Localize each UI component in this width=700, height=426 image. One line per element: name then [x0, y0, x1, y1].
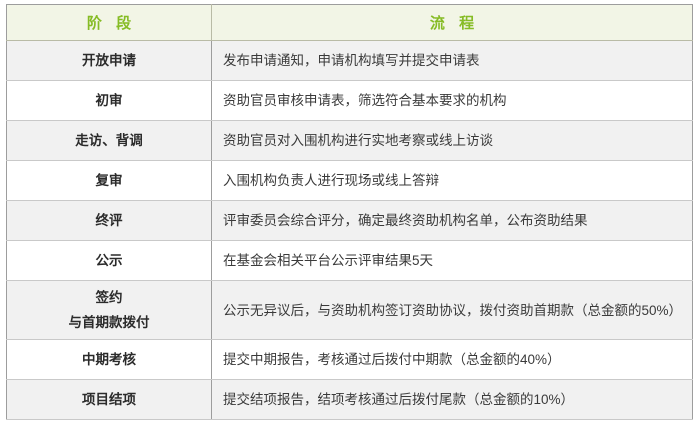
table-row: 终评 评审委员会综合评分，确定最终资助机构名单，公布资助结果 — [6, 200, 693, 241]
stage-label: 项目结项 — [82, 392, 136, 407]
cell-process: 资助官员审核申请表，筛选符合基本要求的机构 — [211, 80, 693, 121]
table-row: 公示 在基金会相关平台公示评审结果5天 — [6, 240, 693, 281]
cell-stage: 中期考核 — [6, 339, 212, 380]
stage-label: 复审 — [95, 173, 123, 188]
table-row: 初审 资助官员审核申请表，筛选符合基本要求的机构 — [6, 80, 693, 121]
stage-label: 终评 — [95, 213, 123, 228]
cell-process: 发布申请通知，申请机构填写并提交申请表 — [211, 40, 693, 81]
cell-stage: 复审 — [6, 160, 212, 201]
stage-label: 开放申请 — [82, 53, 136, 68]
table-row: 走访、背调 资助官员对入围机构进行实地考察或线上访谈 — [6, 120, 693, 161]
stage-label: 中期考核 — [82, 352, 136, 367]
table-body: 开放申请 发布申请通知，申请机构填写并提交申请表初审 资助官员审核申请表，筛选符合基… — [6, 40, 693, 420]
column-header-stage: 阶 段 — [6, 4, 212, 41]
cell-stage: 签约 与首期款拨付 — [6, 280, 212, 340]
cell-stage: 开放申请 — [6, 40, 212, 81]
table-row: 项目结项 提交结项报告，结项考核通过后拨付尾款（总金额的10%） — [6, 379, 693, 420]
cell-process: 评审委员会综合评分，确定最终资助机构名单，公布资助结果 — [211, 200, 693, 241]
funding-process-table: 阶 段 流 程 开放申请 发布申请通知，申请机构填写并提交申请表初审 资助官员审核申… — [6, 4, 693, 420]
header-row: 阶 段 流 程 — [6, 4, 693, 41]
cell-process: 在基金会相关平台公示评审结果5天 — [211, 240, 693, 281]
cell-stage: 初审 — [6, 80, 212, 121]
stage-label: 初审 — [95, 93, 123, 108]
cell-process: 提交结项报告，结项考核通过后拨付尾款（总金额的10%） — [211, 379, 693, 420]
table-row: 签约 与首期款拨付 公示无异议后，与资助机构签订资助协议，拨付资助首期款（总金额的5… — [6, 280, 693, 340]
table-row: 复审 入围机构负责人进行现场或线上答辩 — [6, 160, 693, 201]
cell-stage: 终评 — [6, 200, 212, 241]
cell-process: 资助官员对入围机构进行实地考察或线上访谈 — [211, 120, 693, 161]
column-header-process: 流 程 — [211, 4, 693, 41]
table-row: 开放申请 发布申请通知，申请机构填写并提交申请表 — [6, 40, 693, 81]
table-row: 中期考核 提交中期报告，考核通过后拨付中期款（总金额的40%） — [6, 339, 693, 380]
cell-stage: 公示 — [6, 240, 212, 281]
stage-label: 签约 — [95, 290, 123, 305]
stage-label: 走访、背调 — [75, 133, 143, 148]
table-header: 阶 段 流 程 — [6, 4, 693, 41]
stage-label: 与首期款拨付 — [68, 315, 150, 330]
cell-stage: 走访、背调 — [6, 120, 212, 161]
cell-process: 公示无异议后，与资助机构签订资助协议，拨付资助首期款（总金额的50%） — [211, 280, 693, 340]
stage-label: 公示 — [95, 253, 123, 268]
cell-process: 提交中期报告，考核通过后拨付中期款（总金额的40%） — [211, 339, 693, 380]
cell-stage: 项目结项 — [6, 379, 212, 420]
cell-process: 入围机构负责人进行现场或线上答辩 — [211, 160, 693, 201]
